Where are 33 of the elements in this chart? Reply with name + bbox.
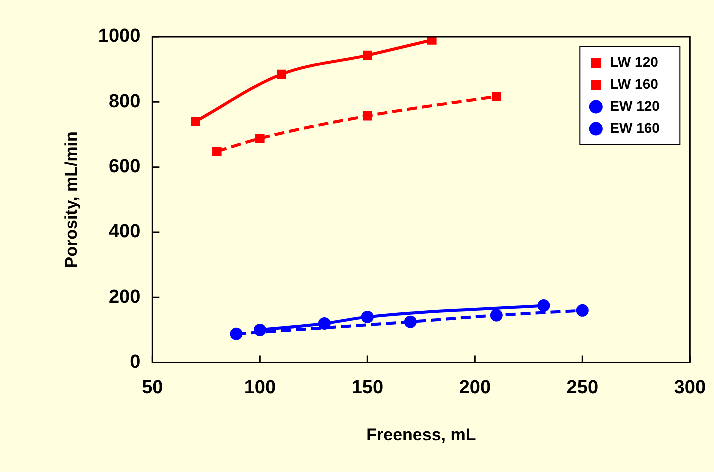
point bbox=[490, 309, 503, 322]
x-axis-title: Freeness, mL bbox=[366, 425, 476, 444]
y-tick-label: 1000 bbox=[98, 26, 141, 48]
point bbox=[256, 134, 265, 144]
point bbox=[492, 92, 502, 102]
point bbox=[191, 117, 200, 126]
x-tick-label: 250 bbox=[566, 377, 599, 398]
x-tick-label: 150 bbox=[352, 377, 384, 398]
y-axis-title: Porosity, mL/min bbox=[62, 132, 81, 268]
legend-label: EW 160 bbox=[610, 120, 660, 136]
point bbox=[277, 70, 286, 80]
y-tick-label: 600 bbox=[108, 156, 141, 178]
legend-label: LW 120 bbox=[610, 54, 659, 70]
y-tick-label: 800 bbox=[108, 91, 141, 112]
point bbox=[230, 328, 243, 340]
point bbox=[576, 304, 589, 317]
point bbox=[318, 317, 331, 330]
y-tick-label: 400 bbox=[108, 222, 141, 243]
point bbox=[363, 50, 372, 60]
point bbox=[428, 37, 437, 45]
legend-label: LW 160 bbox=[610, 76, 659, 92]
point bbox=[212, 147, 222, 156]
x-tick-label: 100 bbox=[244, 377, 276, 398]
x-tick-label: 50 bbox=[142, 377, 164, 398]
legend-label: EW 120 bbox=[610, 98, 660, 114]
y-tick-label: 200 bbox=[108, 286, 141, 308]
y-tick-label: 0 bbox=[130, 352, 141, 374]
point bbox=[363, 112, 372, 121]
point bbox=[538, 300, 550, 312]
point bbox=[404, 316, 417, 328]
x-tick-label: 200 bbox=[459, 377, 492, 398]
point bbox=[361, 310, 374, 324]
x-tick-label: 300 bbox=[674, 377, 706, 398]
